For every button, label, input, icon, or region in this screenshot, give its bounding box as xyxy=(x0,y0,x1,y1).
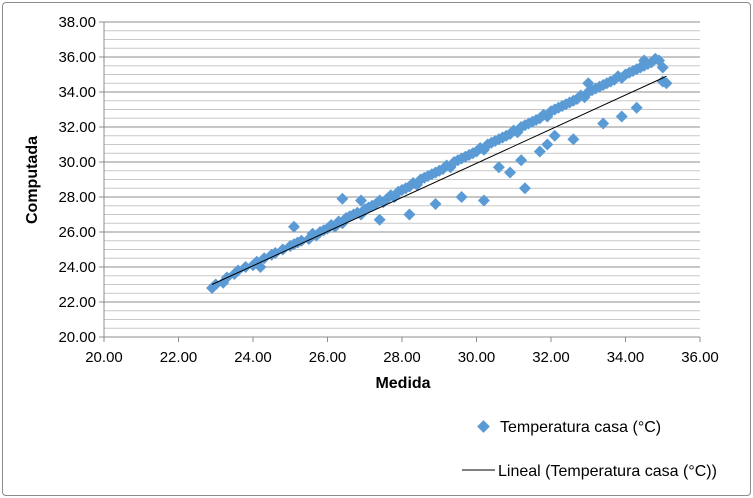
y-axis-title: Computada xyxy=(24,136,41,224)
data-point xyxy=(567,133,580,146)
data-point xyxy=(582,77,595,90)
legend-label-scatter: Temperatura casa (°C) xyxy=(500,419,661,436)
x-tick-label: 28.00 xyxy=(383,349,421,366)
data-point xyxy=(403,208,416,221)
y-tick-label: 30.00 xyxy=(58,154,96,171)
y-tick-label: 22.00 xyxy=(58,294,96,311)
data-points xyxy=(206,52,673,294)
data-point xyxy=(638,54,651,67)
data-point xyxy=(615,110,628,123)
data-point xyxy=(287,220,300,233)
x-tick-label: 22.00 xyxy=(160,349,198,366)
x-tick-label: 26.00 xyxy=(309,349,347,366)
data-point xyxy=(656,61,669,74)
data-point xyxy=(336,192,349,205)
data-point xyxy=(515,154,528,167)
legend: Temperatura casa (°C) Lineal (Temperatur… xyxy=(462,419,717,480)
x-tick-label: 30.00 xyxy=(458,349,496,366)
x-tick-label: 36.00 xyxy=(681,349,719,366)
axes xyxy=(99,21,701,342)
data-point xyxy=(373,213,386,226)
trendline-group xyxy=(211,75,667,285)
data-point xyxy=(504,128,517,140)
y-tick-label: 20.00 xyxy=(58,329,96,346)
data-point xyxy=(597,117,610,130)
y-tick-labels: 20.00 22.00 24.00 26.00 28.00 30.00 32.00 34.00… xyxy=(58,14,96,346)
trendline xyxy=(211,75,667,285)
x-tick-labels: 20.00 22.00 24.00 26.00 28.00 30.00 32.00 34.00… xyxy=(85,349,719,366)
data-point xyxy=(355,194,368,207)
data-point xyxy=(492,161,505,174)
y-tick-label: 24.00 xyxy=(58,259,96,276)
data-point xyxy=(548,129,561,142)
data-point xyxy=(518,182,531,195)
legend-marker-scatter xyxy=(477,420,490,433)
gridlines xyxy=(104,21,700,338)
data-point xyxy=(541,138,554,151)
x-tick-label: 24.00 xyxy=(234,349,272,366)
data-point xyxy=(477,194,490,207)
data-point xyxy=(533,145,546,158)
data-point xyxy=(504,166,517,179)
x-tick-label: 32.00 xyxy=(532,349,570,366)
y-tick-label: 38.00 xyxy=(58,14,96,31)
y-tick-label: 26.00 xyxy=(58,224,96,241)
y-tick-label: 36.00 xyxy=(58,49,96,66)
x-tick-label: 20.00 xyxy=(85,349,123,366)
y-tick-label: 28.00 xyxy=(58,189,96,206)
y-tick-label: 34.00 xyxy=(58,84,96,101)
data-point xyxy=(630,101,643,114)
data-point xyxy=(660,77,673,90)
data-point xyxy=(455,191,468,203)
x-tick-label: 34.00 xyxy=(607,349,645,366)
legend-label-trendline: Lineal (Temperatura casa (°C)) xyxy=(498,463,717,480)
x-axis-title: Medida xyxy=(375,375,430,392)
y-tick-label: 32.00 xyxy=(58,119,96,136)
data-point xyxy=(429,198,442,210)
